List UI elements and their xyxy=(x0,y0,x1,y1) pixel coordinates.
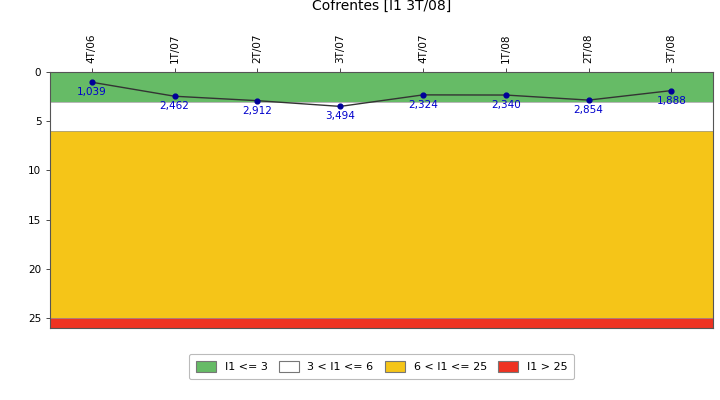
Text: 2,912: 2,912 xyxy=(243,106,272,116)
Point xyxy=(334,103,346,110)
Point xyxy=(500,92,511,98)
Point xyxy=(252,98,264,104)
Point xyxy=(582,97,594,103)
Text: 2,462: 2,462 xyxy=(160,101,189,111)
Point xyxy=(86,79,98,86)
Point xyxy=(418,92,429,98)
Text: 2,854: 2,854 xyxy=(574,105,603,115)
Point xyxy=(169,93,181,100)
Title: Cofrentes [I1 3T/08]: Cofrentes [I1 3T/08] xyxy=(312,0,451,12)
Text: 2,324: 2,324 xyxy=(408,100,438,110)
Point xyxy=(666,87,678,94)
Text: 3,494: 3,494 xyxy=(325,111,355,121)
Text: 1,039: 1,039 xyxy=(77,87,107,97)
Text: 2,340: 2,340 xyxy=(491,100,521,110)
Legend: I1 <= 3, 3 < I1 <= 6, 6 < I1 <= 25, I1 > 25: I1 <= 3, 3 < I1 <= 6, 6 < I1 <= 25, I1 >… xyxy=(189,354,574,379)
Text: 1,888: 1,888 xyxy=(657,96,686,106)
